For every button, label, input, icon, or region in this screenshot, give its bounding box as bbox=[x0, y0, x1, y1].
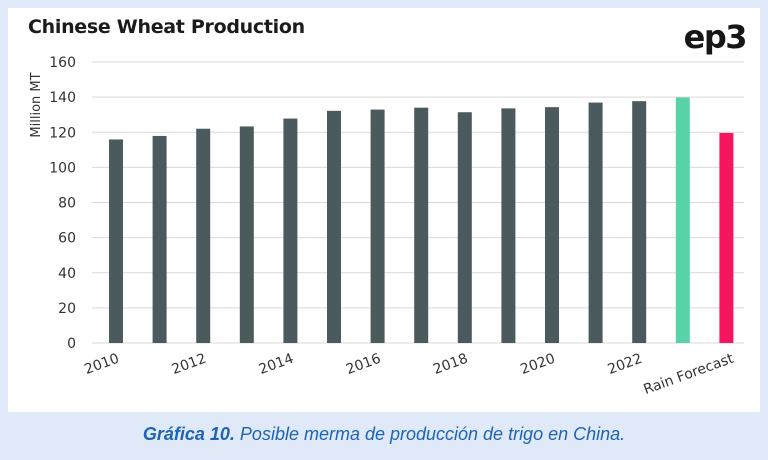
bar-2022 bbox=[632, 101, 647, 344]
y-axis-label: Million MT bbox=[29, 72, 44, 137]
x-tick-label: 2016 bbox=[344, 351, 383, 378]
bar-rain-forecast bbox=[719, 132, 734, 343]
y-tick-label: 80 bbox=[58, 196, 76, 212]
ep3-logo: ep3 bbox=[683, 18, 748, 56]
bar-2018 bbox=[457, 112, 472, 343]
x-tick-label: 2022 bbox=[606, 351, 645, 378]
caption-label: Gráfica 10. bbox=[142, 424, 235, 444]
bars bbox=[109, 97, 734, 344]
y-tick-label: 140 bbox=[49, 90, 76, 106]
y-tick-label: 0 bbox=[67, 336, 76, 352]
y-tick-label: 60 bbox=[58, 231, 76, 247]
y-tick-label: 20 bbox=[58, 301, 76, 317]
x-tick-label: 2020 bbox=[518, 351, 557, 378]
y-tick-label: 100 bbox=[49, 160, 76, 176]
bar-2020 bbox=[545, 107, 559, 344]
bar-2019 bbox=[501, 108, 516, 344]
bar-2010 bbox=[109, 139, 123, 343]
x-tick-label: 2010 bbox=[82, 351, 121, 378]
figure-caption: Gráfica 10. Posible merma de producción … bbox=[0, 424, 768, 445]
bar-2017 bbox=[414, 107, 429, 343]
y-tick-label: 120 bbox=[49, 125, 76, 141]
chart-title: Chinese Wheat Production bbox=[28, 16, 305, 38]
bar-2016 bbox=[370, 109, 385, 343]
y-tick-label: 160 bbox=[49, 55, 76, 71]
bar-2023 bbox=[675, 97, 690, 343]
bar-2012 bbox=[196, 128, 211, 343]
bar-2014 bbox=[283, 118, 298, 344]
bar-2021 bbox=[588, 102, 603, 344]
y-tick-label: 40 bbox=[58, 266, 76, 282]
bar-2011 bbox=[152, 135, 167, 343]
x-tick-label: 2014 bbox=[257, 351, 296, 378]
x-tick-label: Rain Forecast bbox=[642, 351, 737, 399]
x-tick-label: 2012 bbox=[170, 351, 209, 378]
bar-2013 bbox=[239, 126, 254, 343]
bar-2015 bbox=[327, 110, 341, 343]
x-tick-label: 2018 bbox=[431, 351, 470, 378]
y-axis-ticks: 0 20 40 60 80 100 120 140 160 bbox=[49, 55, 76, 352]
caption-text: Posible merma de producción de trigo en … bbox=[239, 424, 626, 444]
